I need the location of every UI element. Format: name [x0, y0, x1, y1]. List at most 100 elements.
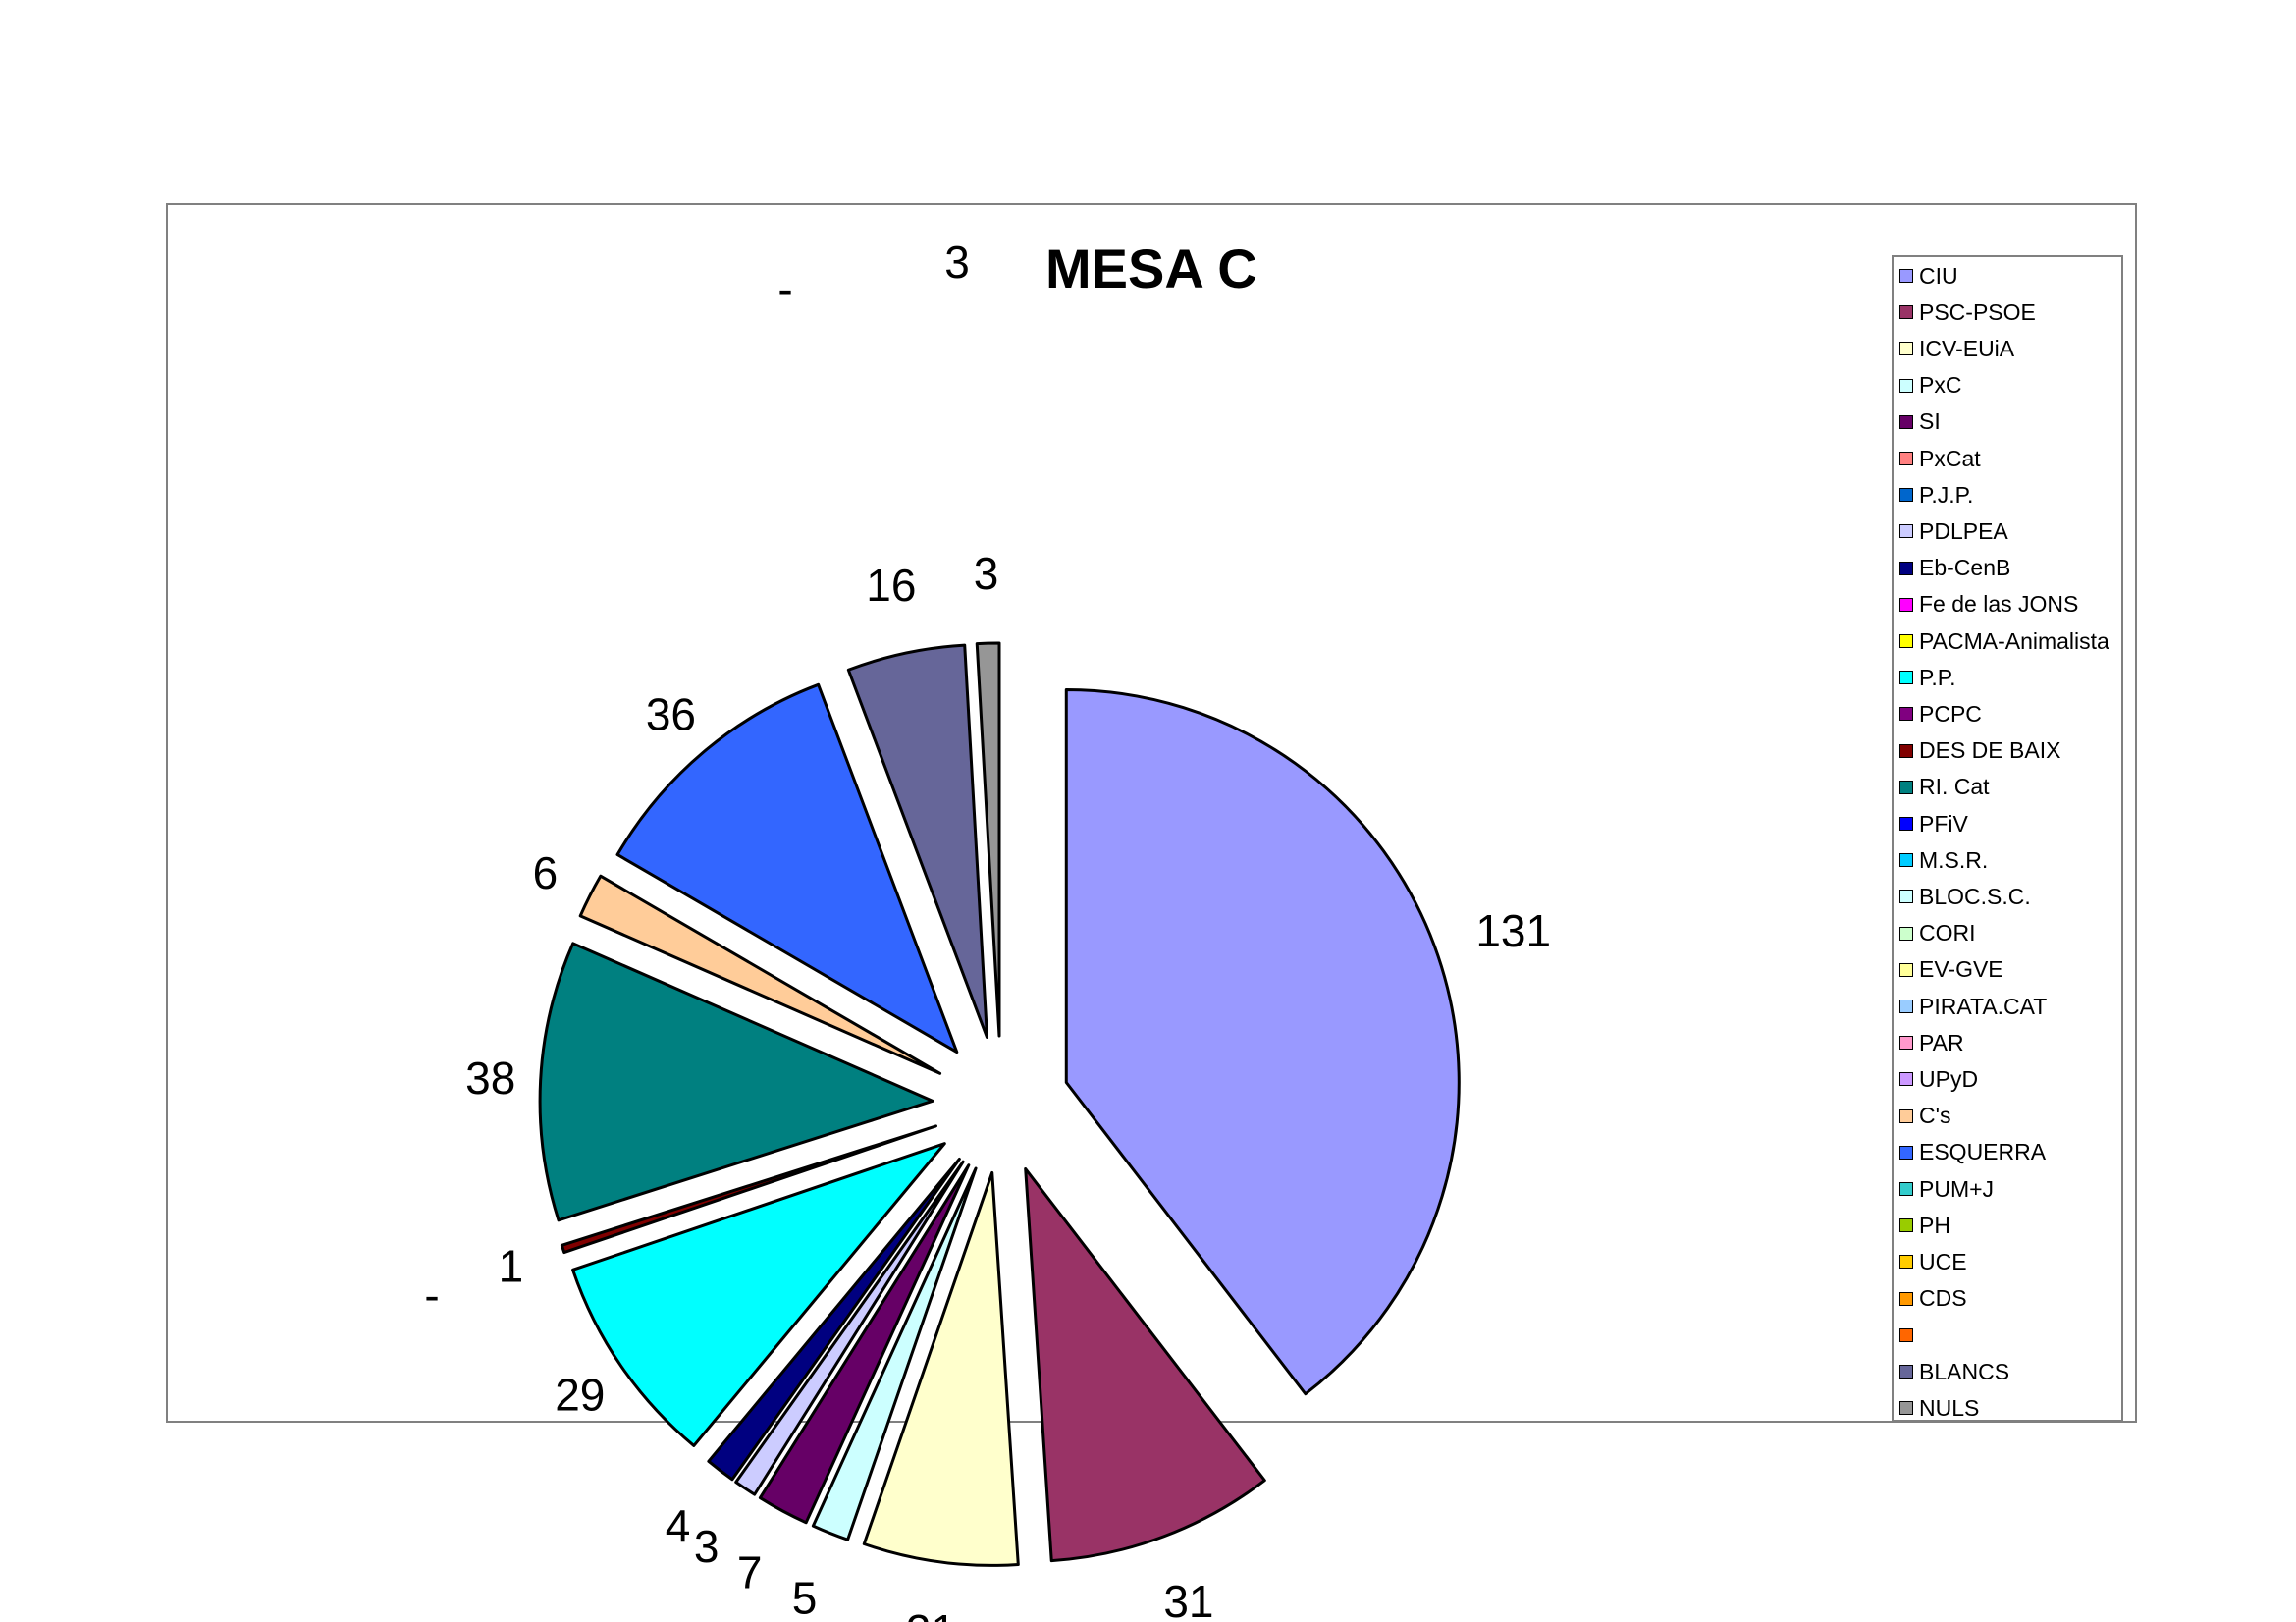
- legend-swatch: [1899, 926, 1913, 941]
- legend-item: PH: [1899, 1211, 1950, 1240]
- pie-slice-c-s: [578, 874, 942, 1075]
- legend-item: [1899, 1321, 1919, 1350]
- legend-label: EV-GVE: [1919, 956, 2003, 983]
- legend-label: PDLPEA: [1919, 517, 2008, 544]
- pie-slice-ri-cat: [538, 942, 934, 1222]
- legend-item: DES DE BAIX: [1899, 736, 2060, 766]
- legend-swatch: [1899, 1145, 1913, 1160]
- legend-swatch: [1899, 671, 1913, 685]
- legend-label: PxCat: [1919, 445, 1981, 471]
- legend-item: SI: [1899, 407, 1941, 437]
- legend-label: PH: [1919, 1212, 1950, 1238]
- legend-swatch: [1899, 1255, 1913, 1270]
- slice-value-label: 3: [974, 548, 999, 599]
- legend-label: PAR: [1919, 1029, 1964, 1055]
- legend-swatch: [1899, 269, 1913, 283]
- slice-value-label-extra: -: [424, 1270, 439, 1321]
- slice-value-label: 131: [1475, 905, 1551, 956]
- legend-label: BLANCS: [1919, 1358, 2010, 1384]
- slice-value-label-extra: 3: [944, 237, 970, 288]
- pie-slice-des-de-baix: [560, 1124, 938, 1255]
- legend-item: PACMA-Animalista: [1899, 626, 2109, 656]
- legend: CIU PSC-PSOE ICV-EUiA PxC SI PxCat P.J.P. PDLPE…: [1892, 255, 2123, 1422]
- legend-label: CDS: [1919, 1285, 1967, 1312]
- legend-item: ESQUERRA: [1899, 1138, 2046, 1167]
- legend-item: BLOC.S.C.: [1899, 882, 2031, 911]
- legend-item: UCE: [1899, 1247, 1967, 1276]
- legend-swatch: [1899, 1072, 1913, 1087]
- legend-label: PxC: [1919, 372, 1962, 399]
- legend-item: PxCat: [1899, 444, 1981, 473]
- legend-label: CORI: [1919, 920, 1976, 946]
- legend-swatch: [1899, 707, 1913, 722]
- legend-swatch: [1899, 962, 1913, 977]
- slice-value-label: 31: [1163, 1576, 1213, 1622]
- slice-value-label: 5: [792, 1572, 818, 1622]
- legend-swatch: [1899, 1218, 1913, 1233]
- pie-slice-esquerra: [615, 682, 959, 1054]
- legend-swatch: [1899, 1365, 1913, 1379]
- legend-swatch: [1899, 853, 1913, 868]
- legend-label: PFiV: [1919, 810, 1968, 837]
- legend-label: C's: [1919, 1103, 1951, 1129]
- legend-item: PxC: [1899, 371, 1961, 401]
- pie-slice-psc-psoe: [1024, 1166, 1266, 1563]
- legend-swatch: [1899, 1000, 1913, 1013]
- legend-label: Eb-CenB: [1919, 555, 2011, 581]
- legend-label: NULS: [1919, 1394, 1980, 1421]
- legend-label: PIRATA.CAT: [1919, 993, 2048, 1019]
- legend-item: PDLPEA: [1899, 516, 2008, 546]
- legend-item: NULS: [1899, 1393, 1979, 1423]
- legend-item: EV-GVE: [1899, 955, 2003, 985]
- slice-value-label: 3: [694, 1521, 720, 1572]
- legend-item: CIU: [1899, 261, 1958, 291]
- legend-item: Fe de las JONS: [1899, 590, 2078, 620]
- legend-label: SI: [1919, 408, 1941, 435]
- pie-slice-icv-euia: [862, 1170, 1020, 1567]
- pie-slice-ciu: [1064, 687, 1461, 1396]
- legend-swatch: [1899, 342, 1913, 356]
- slice-value-label: 6: [533, 847, 559, 898]
- slice-value-label: 29: [555, 1369, 605, 1420]
- slice-value-label: 38: [465, 1053, 515, 1104]
- legend-item: PSC-PSOE: [1899, 297, 2036, 327]
- legend-label: M.S.R.: [1919, 846, 1989, 873]
- slice-value-label: 36: [646, 688, 696, 739]
- legend-label: DES DE BAIX: [1919, 737, 2061, 764]
- legend-swatch: [1899, 488, 1913, 503]
- legend-label: PSC-PSOE: [1919, 298, 2036, 325]
- legend-item: RI. Cat: [1899, 773, 1990, 802]
- legend-label: UCE: [1919, 1248, 1967, 1274]
- legend-swatch: [1899, 1108, 1913, 1123]
- legend-item: PFiV: [1899, 809, 1968, 838]
- legend-item: BLANCS: [1899, 1357, 2009, 1386]
- legend-swatch: [1899, 414, 1913, 429]
- legend-swatch: [1899, 817, 1913, 831]
- legend-label: ICV-EUiA: [1919, 335, 2015, 361]
- pie-slice-si: [758, 1163, 971, 1525]
- legend-label: ESQUERRA: [1919, 1139, 2047, 1165]
- legend-label: CIU: [1919, 262, 1958, 289]
- pie-slice-blancs: [846, 643, 988, 1040]
- legend-swatch: [1899, 1182, 1913, 1196]
- chart-title: MESA C: [1045, 238, 1257, 299]
- legend-label: PUM+J: [1919, 1175, 1995, 1202]
- legend-item: ICV-EUiA: [1899, 334, 2014, 363]
- legend-swatch: [1899, 1291, 1913, 1306]
- legend-item: P.P.: [1899, 663, 1956, 692]
- legend-label: P.J.P.: [1919, 481, 1974, 508]
- legend-label: Fe de las JONS: [1919, 591, 2079, 618]
- pie-slice-eb-cenb: [707, 1158, 961, 1482]
- legend-label: PACMA-Animalista: [1919, 627, 2109, 654]
- legend-item: PCPC: [1899, 699, 1982, 729]
- legend-swatch: [1899, 305, 1913, 320]
- legend-item: PUM+J: [1899, 1174, 1994, 1204]
- legend-swatch: [1899, 452, 1913, 465]
- legend-label: UPyD: [1919, 1065, 1979, 1092]
- slice-value-label-extra: -: [777, 263, 792, 314]
- legend-swatch: [1899, 780, 1913, 794]
- legend-item: PAR: [1899, 1028, 1964, 1057]
- legend-label: P.P.: [1919, 664, 1956, 690]
- pie-slice-nuls: [975, 641, 1001, 1038]
